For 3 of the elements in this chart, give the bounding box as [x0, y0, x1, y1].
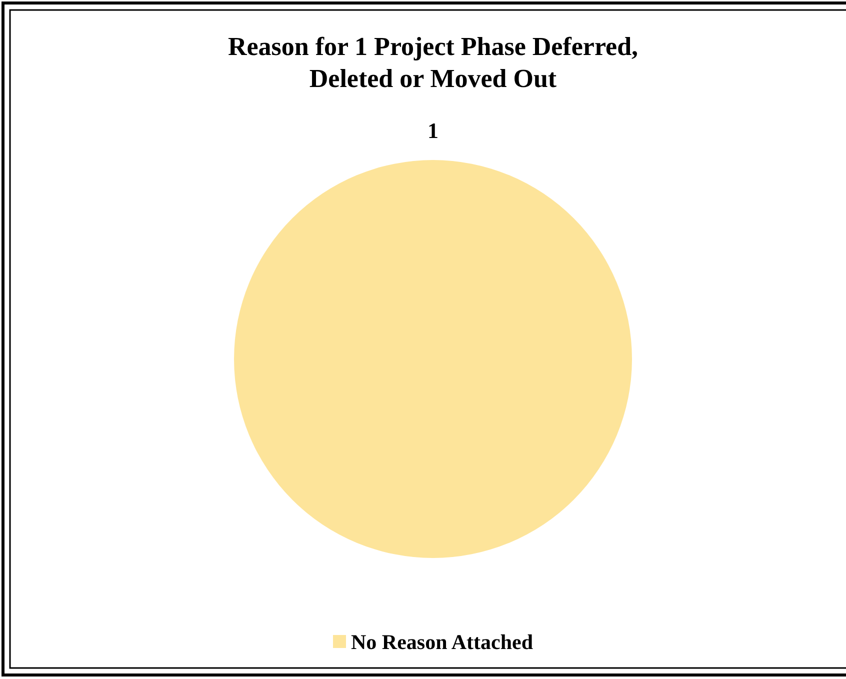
data-label: 1 — [428, 118, 438, 143]
chart-title: Reason for 1 Project Phase Deferred, Deleted or Moved Out — [228, 32, 638, 93]
legend-label: No Reason Attached — [351, 630, 534, 654]
